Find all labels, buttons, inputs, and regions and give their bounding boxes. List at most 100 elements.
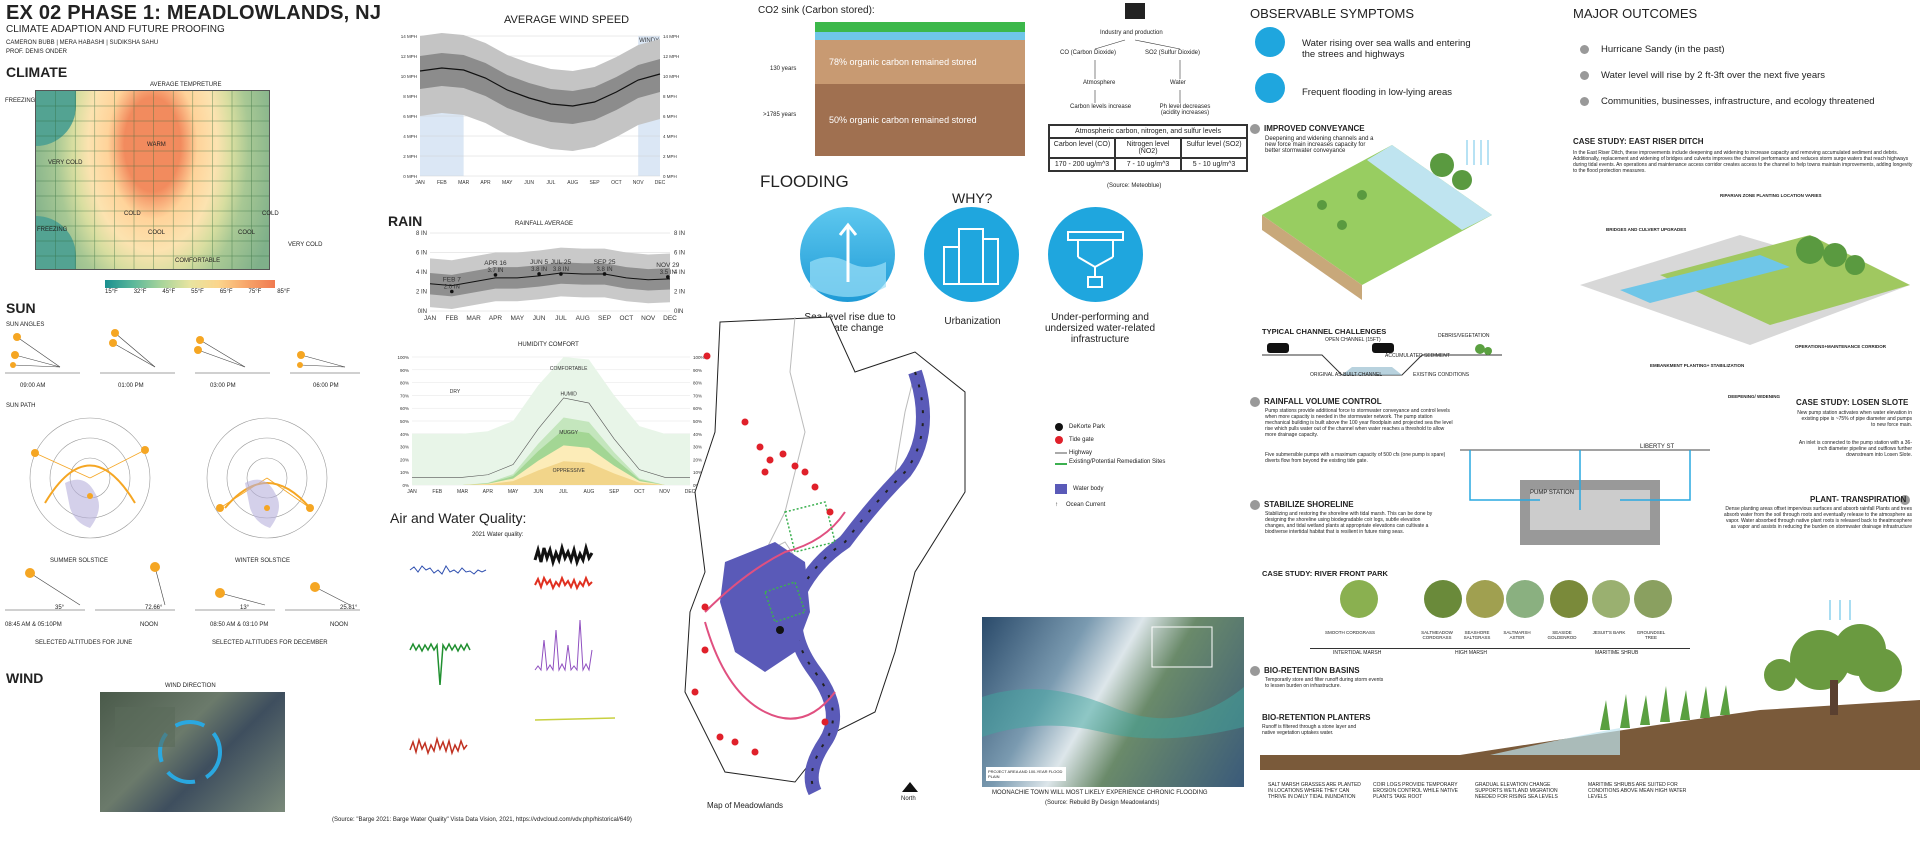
alt-72: 72.66° bbox=[145, 605, 163, 611]
cause-infrastructure: Under-performing and undersized water-re… bbox=[1044, 312, 1156, 345]
summer-solstice-label: SUMMER SOLSTICE bbox=[50, 558, 109, 564]
alt-time-dec: 08:50 AM & 03:10 PM bbox=[210, 622, 269, 628]
rain-range-inner bbox=[430, 262, 670, 297]
y-tick: 14 MPH bbox=[401, 34, 417, 39]
hum-zone-comfortable: COMFORTABLE bbox=[550, 366, 588, 372]
rain-annotation-value: 2.0 IN bbox=[444, 285, 460, 291]
channel-label-existing: EXISTING CONDITIONS bbox=[1413, 372, 1470, 378]
windy-label-2: WINDY bbox=[639, 38, 659, 44]
x-tick: NOV bbox=[641, 315, 656, 322]
why-label: WHY? bbox=[952, 190, 993, 206]
industry-arrows bbox=[1094, 39, 1181, 103]
losen-slote-title: CASE STUDY: LOSEN SLOTE bbox=[1796, 398, 1909, 407]
sun-time-1500: 03:00 PM bbox=[210, 383, 236, 389]
authors: CAMERON BUBB | MERA HABASHI | SUDIKSHA S… bbox=[6, 40, 159, 46]
hum-zone-humid: HUMID bbox=[560, 391, 577, 397]
plant-photo-1 bbox=[1340, 580, 1378, 618]
legend-65: 65°F bbox=[219, 289, 233, 295]
symptom-2: Frequent flooding in low-lying areas bbox=[1302, 87, 1452, 98]
zone-very-cold-1: VERY COLD bbox=[48, 160, 83, 166]
rainfall-chart: 0IN 0IN 2 IN 2 IN 4 IN 4 IN 6 IN 6 IN 8 IN 8 IN FE… bbox=[416, 231, 685, 322]
rain-annotation-value: 3.8 IN bbox=[553, 267, 569, 273]
y-tick-right: 10% bbox=[693, 470, 702, 475]
y-tick: 2 IN bbox=[416, 290, 427, 296]
col-carbon: Carbon level (CO) bbox=[1049, 138, 1115, 158]
rain-point bbox=[537, 272, 541, 276]
x-tick: APR bbox=[489, 315, 503, 322]
y-tick: 8 IN bbox=[416, 231, 427, 237]
rainfall-control-title: RAINFALL VOLUME CONTROL bbox=[1264, 397, 1382, 406]
plant-photo-7 bbox=[1634, 580, 1672, 618]
humidity-band bbox=[412, 461, 690, 485]
x-tick: AUG bbox=[576, 315, 590, 322]
x-tick: SEP bbox=[609, 489, 620, 495]
co2-sink-heading: CO2 sink (Carbon stored): bbox=[758, 5, 875, 16]
x-tick: JUN bbox=[524, 180, 534, 186]
shoreline-text: Stabilizing and restoring the shoreline … bbox=[1265, 511, 1433, 535]
rain-annotation-value: 3.5 IN bbox=[660, 270, 676, 276]
x-tick: JUL bbox=[559, 489, 568, 495]
y-tick-right: 4 MPH bbox=[663, 134, 677, 139]
y-tick-right: 60% bbox=[693, 406, 702, 411]
x-tick: MAR bbox=[457, 489, 469, 495]
wind-average-line bbox=[419, 67, 661, 107]
x-tick: DEC bbox=[655, 180, 666, 186]
wind-direction-label: WIND DIRECTION bbox=[165, 683, 216, 689]
legend-75: 75°F bbox=[248, 289, 262, 295]
y-tick: 40% bbox=[400, 432, 409, 437]
plant-photo-3 bbox=[1466, 580, 1504, 618]
y-tick: 50% bbox=[400, 419, 409, 424]
x-tick: NOV bbox=[659, 489, 671, 495]
section-note-2: COIR LOGS PROVIDE TEMPORARY EROSION CONT… bbox=[1373, 782, 1459, 800]
y-tick: 4 IN bbox=[416, 270, 427, 276]
riparian-label: RIPARIAN ZONE PLANTING LOCATION VARIES bbox=[1720, 193, 1822, 198]
symptom-1: Water rising over sea walls and entering… bbox=[1302, 38, 1471, 60]
map-caption: Map of Meadowlands bbox=[707, 801, 784, 810]
plant-photo-4 bbox=[1506, 580, 1544, 618]
urbanization-icon bbox=[924, 207, 1019, 302]
bio-planters-title: BIO-RETENTION PLANTERS bbox=[1262, 713, 1371, 722]
zone-warm: WARM bbox=[147, 142, 166, 148]
rain-point bbox=[666, 275, 670, 279]
plant-label-7: GROUNDSEL TREE bbox=[1636, 630, 1666, 640]
y-tick-right: 2 IN bbox=[674, 290, 685, 296]
x-tick: AUG bbox=[583, 489, 594, 495]
rain-average-line bbox=[429, 272, 671, 287]
plant-label-4: SALTMARSH ASTER bbox=[1503, 630, 1531, 640]
temperature-chart bbox=[35, 90, 270, 270]
infrastructure-icon bbox=[1048, 207, 1143, 302]
carbon-layer-1: 78% organic carbon remained stored bbox=[815, 40, 1025, 84]
x-tick: MAY bbox=[508, 489, 519, 495]
carbon-130-years: 130 years bbox=[770, 66, 797, 72]
y-tick: 6 IN bbox=[416, 251, 427, 257]
y-tick-right: 80% bbox=[693, 381, 702, 386]
step-1-badge bbox=[1250, 124, 1260, 134]
temperature-legend: 15°F 32°F 45°F 55°F 65°F 75°F 85°F bbox=[105, 289, 290, 295]
y-tick: 30% bbox=[400, 445, 409, 450]
temp-chart-title: AVERAGE TEMPRETURE bbox=[150, 82, 222, 88]
y-tick-right: 20% bbox=[693, 457, 702, 462]
outcomes-list: Hurricane Sandy (in the past) Water leve… bbox=[1580, 36, 1910, 114]
rainfall-control-text: Pump stations provide additional force t… bbox=[1265, 408, 1453, 438]
climate-heading: CLIMATE bbox=[6, 64, 68, 80]
cause-sea-level: Sea-level rise due to climate change bbox=[804, 312, 896, 334]
sea-level-icon bbox=[800, 207, 895, 302]
legend-dekorte: DeKorte Park bbox=[1069, 423, 1106, 430]
y-tick: 80% bbox=[400, 381, 409, 386]
y-tick: 0IN bbox=[418, 309, 427, 315]
page-subtitle: CLIMATE ADAPTION AND FUTURE PROOFING bbox=[6, 24, 225, 35]
aerial-flood-photo: PROJECT AREA AND 100-YEAR FLOOD PLAIN bbox=[982, 617, 1244, 787]
losen-slote-text: New pump station activates when water el… bbox=[1797, 410, 1912, 428]
conveyance-title: IMPROVED CONVEYANCE bbox=[1264, 124, 1365, 133]
val-carbon: 170 - 200 ug/m^3 bbox=[1049, 158, 1115, 171]
y-tick-right: 12 MPH bbox=[663, 54, 679, 59]
river-front-title: CASE STUDY: RIVER FRONT PARK bbox=[1262, 569, 1388, 578]
pump-station-label: PUMP STATION bbox=[1530, 490, 1575, 496]
x-tick: FEB bbox=[437, 180, 447, 186]
water-quality-subtitle: 2021 Water quality: bbox=[472, 532, 524, 538]
map-legend: DeKorte Park Tide gate Highway Existing/… bbox=[1055, 422, 1166, 508]
east-riser-title: CASE STUDY: EAST RISER DITCH bbox=[1573, 137, 1704, 146]
ph-label: Ph level decreases (acidity increases) bbox=[1159, 104, 1211, 116]
wind-range-inner bbox=[420, 53, 660, 124]
wind-speed-title: AVERAGE WIND SPEED bbox=[504, 14, 630, 26]
